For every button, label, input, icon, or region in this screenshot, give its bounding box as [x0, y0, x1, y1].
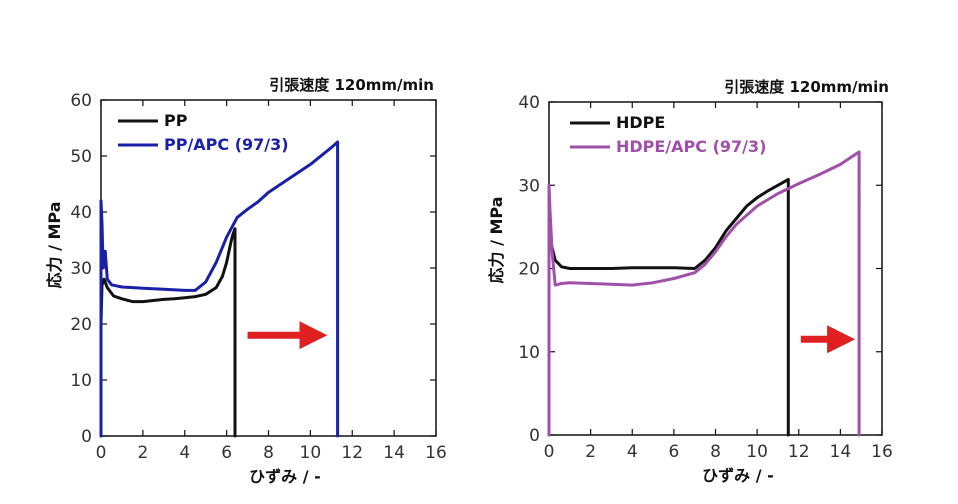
x-tick-label: 12	[341, 443, 363, 463]
x-tick-label: 14	[830, 442, 852, 462]
x-tick-label: 0	[544, 442, 555, 462]
chart-pp: 引張速度 120mm/min 0 2 4 6 8 10 12 14 16 0 10 20 30 40 50 6…	[45, 76, 447, 486]
x-tick-label: 14	[383, 443, 405, 463]
legend-label: PP	[164, 111, 188, 130]
x-tick-label: 10	[746, 442, 768, 462]
x-axis-label: ひずみ / -	[249, 467, 321, 486]
y-tick-label: 50	[70, 147, 92, 167]
y-axis-label: 応力 / MPa	[487, 196, 506, 283]
x-axis-label: ひずみ / -	[702, 466, 774, 485]
x-tick-label: 4	[179, 443, 190, 463]
x-tick-label: 16	[425, 443, 447, 463]
x-tick-label: 0	[96, 443, 107, 463]
series-lines	[547, 150, 861, 437]
x-tick-label: 8	[263, 443, 274, 463]
y-tick-label: 40	[518, 93, 540, 113]
legend-label: PP/APC (97/3)	[164, 135, 289, 154]
axis-ticks: 0 2 4 6 8 10 12 14 16 0 10 20 30 40 50 60	[70, 91, 446, 463]
x-tick-label: 6	[221, 443, 232, 463]
y-tick-label: 20	[518, 260, 540, 280]
x-tick-label: 2	[137, 443, 148, 463]
legend: PP PP/APC (97/3)	[118, 111, 289, 154]
x-tick-label: 6	[668, 442, 679, 462]
series-line-1	[99, 140, 340, 438]
x-tick-label: 16	[871, 442, 893, 462]
series-line-0	[547, 177, 790, 437]
y-tick-label: 20	[70, 315, 92, 335]
x-tick-label: 4	[627, 442, 638, 462]
series-line-0	[99, 227, 237, 438]
y-tick-label: 30	[70, 259, 92, 279]
y-tick-label: 40	[70, 203, 92, 223]
x-tick-label: 10	[300, 443, 322, 463]
x-tick-label: 8	[710, 442, 721, 462]
x-tick-label: 12	[788, 442, 810, 462]
y-tick-label: 30	[518, 176, 540, 196]
y-axis-label: 応力 / MPa	[45, 201, 64, 288]
y-tick-label: 10	[70, 371, 92, 391]
test-speed-annotation: 引張速度 120mm/min	[269, 76, 434, 94]
legend: HDPE HDPE/APC (97/3)	[570, 113, 766, 156]
axis-ticks: 0 2 4 6 8 10 12 14 16 0 10 20 30 40	[518, 93, 892, 462]
x-tick-label: 2	[585, 442, 596, 462]
series-lines	[99, 140, 340, 438]
y-tick-label: 0	[529, 426, 540, 446]
y-tick-label: 60	[70, 91, 92, 111]
y-tick-label: 0	[81, 427, 92, 447]
y-tick-label: 10	[518, 343, 540, 363]
legend-label: HDPE	[616, 113, 665, 132]
chart-hdpe: 引張速度 120mm/min 0 2 4 6 8 10 12 14 16 0 10 20 30 40 HD…	[487, 78, 893, 485]
series-line-1	[547, 150, 861, 437]
test-speed-annotation: 引張速度 120mm/min	[724, 78, 889, 96]
legend-label: HDPE/APC (97/3)	[616, 137, 766, 156]
